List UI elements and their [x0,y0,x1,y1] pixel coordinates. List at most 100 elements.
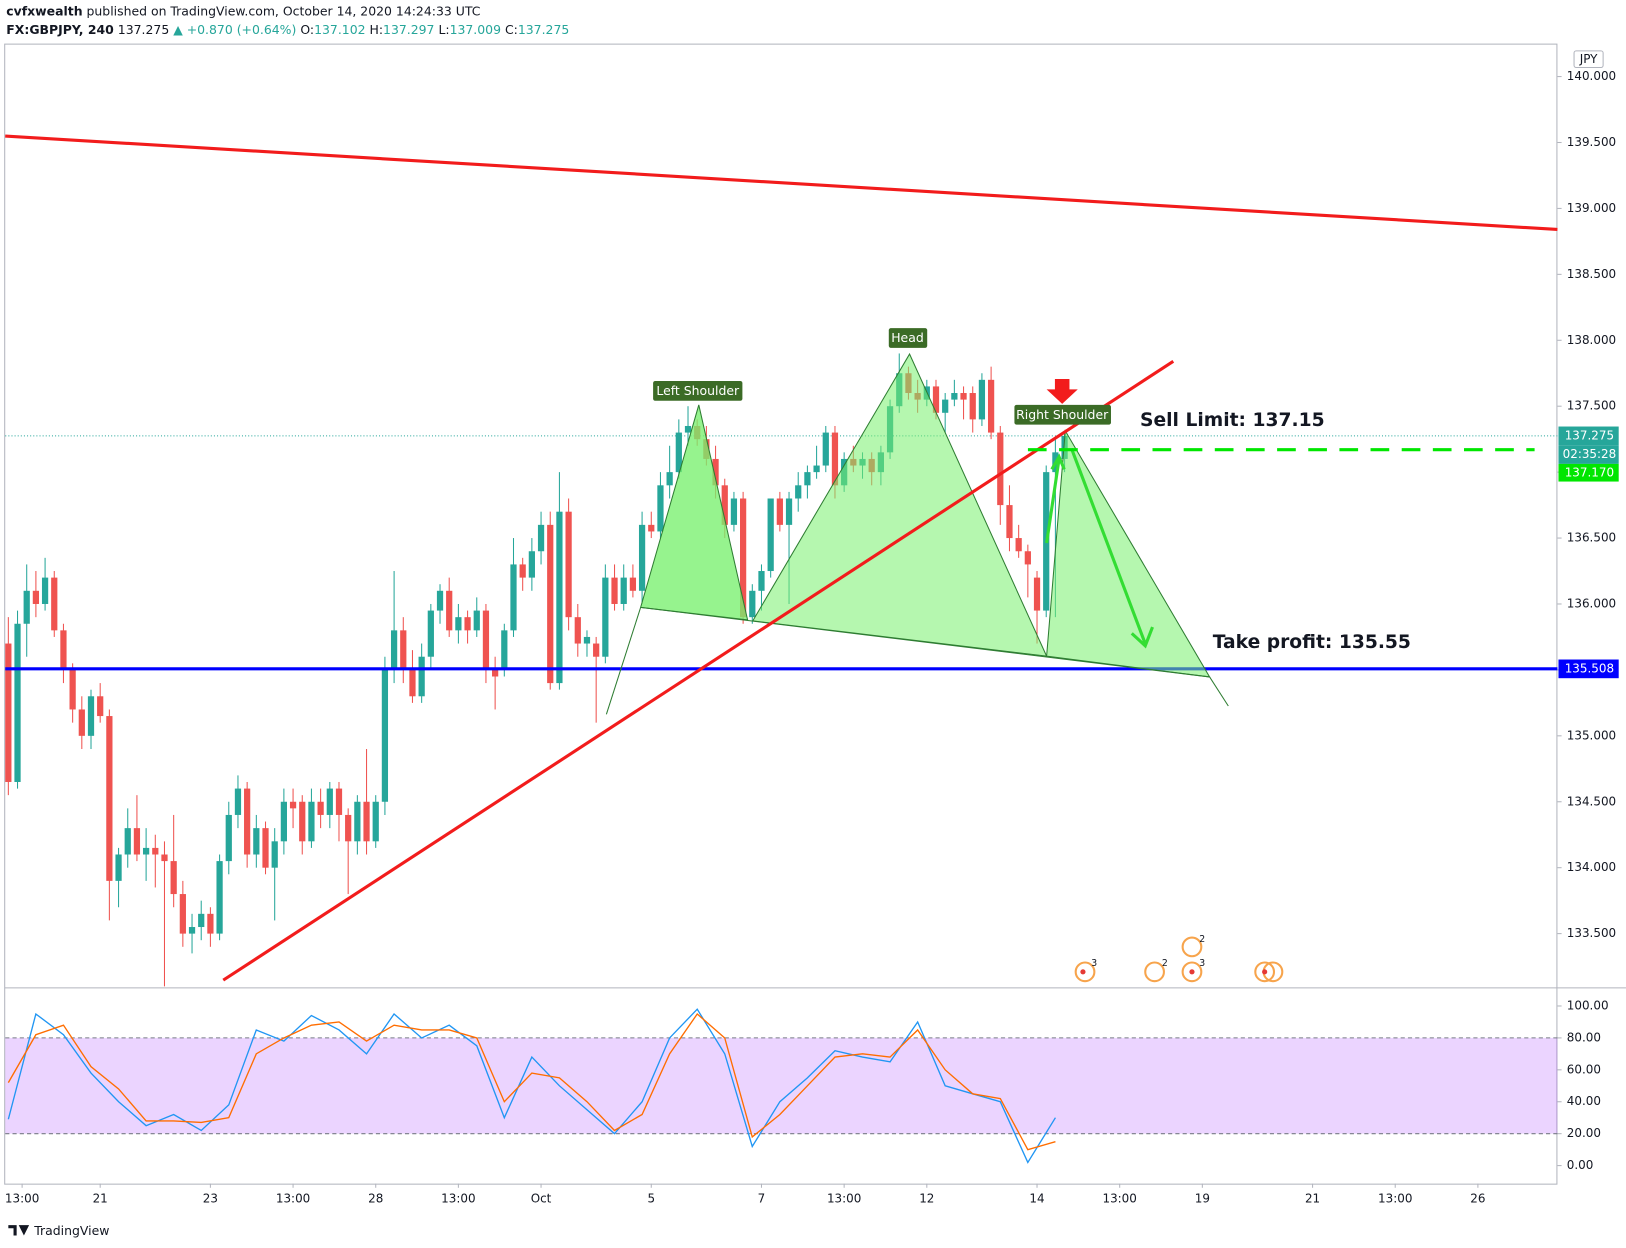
logo [8,1225,30,1236]
candle-body [372,801,379,842]
l-value: 137.009 [450,22,502,37]
candle-body [822,432,829,466]
event-icon [1144,961,1165,983]
candle-body [1033,577,1041,611]
candle-body [492,669,499,677]
candle-body [620,577,627,604]
y-tick-label: 133.500 [1567,926,1616,940]
y-tick-label: 134.500 [1567,794,1616,808]
candle-body [978,379,986,420]
h-key: H: [369,22,383,37]
candle-body [675,432,682,473]
last-price: 137.275 [118,22,169,37]
candle-body [262,828,269,868]
event-icon [1254,961,1276,983]
stoch-line [7,1012,1056,1151]
change: ▲ +0.870 (+0.64%) [173,22,296,37]
candle-body [188,927,196,934]
x-tick-label: 21 [1305,1192,1320,1206]
y-tick-label: 60.00 [1567,1062,1601,1076]
x-tick-label: 21 [93,1192,108,1206]
pattern-edge [1209,676,1229,707]
candle-body [152,847,159,855]
candle-body [574,617,581,644]
x-tick-label: 28 [368,1192,383,1206]
candle-body [253,828,260,855]
x-tick-label: 12 [919,1192,934,1206]
candle-body [1006,505,1013,539]
candle-body [593,643,600,657]
last-price-tag-label: 137.275 [1565,428,1614,442]
event-dot [1189,969,1195,975]
candle-body [446,590,453,631]
y-tick-label: 20.00 [1567,1126,1601,1140]
currency-box [1573,50,1604,69]
plot-frame [4,43,1558,1185]
candle-body [170,861,177,895]
candle-body [712,458,719,486]
candle-body [602,577,609,657]
candle-body [161,854,168,862]
candle-body [244,788,251,855]
o-key: O: [300,22,314,37]
candle-body [409,669,416,697]
h-value: 137.297 [383,22,434,37]
y-tick-label: 0.00 [1567,1158,1594,1172]
candle-body [427,610,434,657]
event-dots [1080,969,1268,975]
x-tick-label: 13:00 [1102,1192,1136,1206]
candle-body [730,498,738,525]
y-tick-label: 139.000 [1567,201,1616,215]
candle-body [684,425,692,433]
candle-body [638,524,646,591]
pattern-edge [605,607,642,715]
candle-body [519,564,526,578]
x-tick-label: Oct [531,1192,552,1206]
stochastic-pane: 0.00 20.00 40.00 60.00 80.00 100.00 [5,998,1609,1172]
y-tick-label: 140.000 [1567,69,1616,83]
y-tick-label: 40.00 [1567,1094,1601,1108]
x-tick-label: 13:00 [827,1192,861,1206]
up-arrow [1045,453,1066,544]
y-tick-label: 138.000 [1567,333,1616,347]
candle-body [32,590,40,604]
x-tick-label: 13:00 [441,1192,475,1206]
x-tick-label: 5 [647,1192,655,1206]
candle-body [611,577,618,604]
support-trendline [222,360,1175,982]
candle-body [740,498,747,618]
down-arrow [1070,447,1154,649]
event-icon [1181,936,1203,958]
candle-body [1024,551,1031,565]
candle-body [124,828,131,855]
candle-body [299,801,306,842]
candle-body [234,788,242,815]
candle-body [987,379,995,433]
candle-body [381,669,389,802]
x-tick-label: 13:00 [276,1192,310,1206]
candle-body [335,788,343,815]
label-box [1014,404,1111,425]
candle-body [400,630,407,670]
candle-body [813,465,820,473]
countdown: 02:35:28 [1563,447,1617,461]
candle-body [207,913,214,934]
candle-body [23,590,30,624]
currency: JPY [1579,52,1598,66]
candle-body [455,617,462,631]
candle-body [216,861,223,934]
candle-body [142,847,150,855]
candle-body [280,801,287,842]
candle-body [225,814,232,862]
x-tick-label: 23 [203,1192,218,1206]
candle-body [418,656,425,697]
event-icon [1181,961,1203,983]
candle-body [1015,538,1022,552]
event-count: 3 [1199,958,1205,969]
annotation: Left Shoulder [656,383,740,398]
annotation: Take profit: 135.55 [1213,632,1411,653]
candle-body [41,577,49,604]
candle-body [354,801,361,842]
x-tick-label: 19 [1195,1192,1210,1206]
